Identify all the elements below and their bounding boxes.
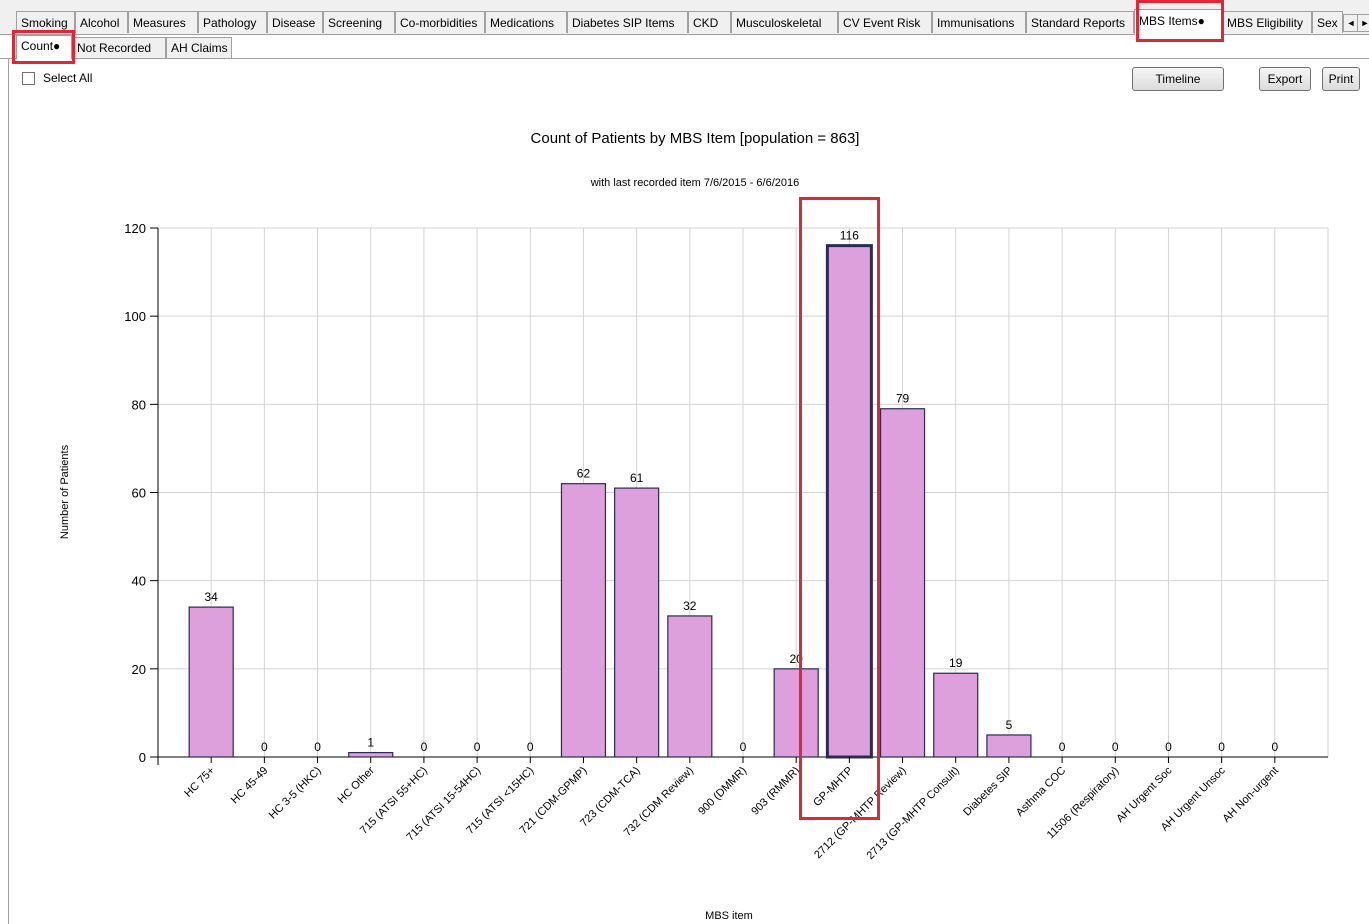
y-tick-label: 120 <box>124 221 146 236</box>
subtab-ah-claims[interactable]: AH Claims <box>166 37 232 58</box>
subtab-count[interactable]: Count● <box>16 35 72 59</box>
bar-value-label: 0 <box>261 740 268 754</box>
x-axis-label: MBS item <box>705 910 753 922</box>
x-tick-label: 2713 (GP-MHTP Consult) <box>864 765 961 862</box>
bar-value-label: 0 <box>421 740 428 754</box>
bar-value-label: 20 <box>790 652 804 666</box>
y-tick-label: 100 <box>124 309 146 324</box>
bar <box>188 606 234 758</box>
tab-medications[interactable]: Medications <box>485 11 567 33</box>
chart-title: Count of Patients by MBS Item [populatio… <box>531 130 860 147</box>
y-tick-label: 60 <box>132 486 146 501</box>
timeline-button[interactable]: Timeline <box>1132 67 1224 91</box>
x-tick-label: AH Non-urgent <box>1221 765 1281 825</box>
tab-cv-event-risk[interactable]: CV Event Risk <box>838 11 932 33</box>
tab-mbs-items[interactable]: MBS Items● <box>1134 9 1222 35</box>
tab-screening[interactable]: Screening <box>323 11 395 33</box>
bar <box>825 244 873 759</box>
x-tick-label: HC 75+ <box>182 765 217 800</box>
tab-smoking[interactable]: Smoking <box>16 11 75 33</box>
tab-alcohol[interactable]: Alcohol <box>75 11 128 33</box>
tab-diabetes-sip-items[interactable]: Diabetes SIP Items <box>567 11 688 33</box>
x-tick-label: 900 (DMMR) <box>696 765 749 818</box>
bar-value-label: 0 <box>527 740 534 754</box>
select-all-checkbox[interactable] <box>22 72 35 85</box>
x-tick-label: GP-MHTP <box>811 765 855 809</box>
bar-value-label: 0 <box>1059 740 1066 754</box>
bar-value-label: 61 <box>630 471 644 485</box>
export-button[interactable]: Export <box>1259 67 1311 91</box>
y-tick-label: 0 <box>139 750 146 765</box>
bar <box>933 672 979 758</box>
y-tick-label: 20 <box>132 662 146 677</box>
bar <box>614 487 660 758</box>
tab-immunisations[interactable]: Immunisations <box>932 11 1026 33</box>
x-tick-label: HC 45-49 <box>229 765 271 807</box>
tab-standard-reports[interactable]: Standard Reports <box>1026 11 1134 33</box>
bar-value-label: 0 <box>1218 740 1225 754</box>
x-tick-label: 903 (RMMR) <box>749 765 802 818</box>
bar-value-label: 62 <box>577 467 591 481</box>
panel-left-border <box>8 58 9 924</box>
bar-value-label: 0 <box>314 740 321 754</box>
tab-mbs-eligibility[interactable]: MBS Eligibility <box>1222 11 1312 33</box>
chart-subtitle: with last recorded item 7/6/2015 - 6/6/2… <box>590 177 800 189</box>
tab-ckd[interactable]: CKD <box>688 11 731 33</box>
tab-pathology[interactable]: Pathology <box>198 11 267 33</box>
select-all-label: Select All <box>43 71 93 85</box>
x-tick-label: HC Other <box>336 764 378 806</box>
tab-sex[interactable]: Sex <box>1312 11 1343 33</box>
bar-value-label: 0 <box>1112 740 1119 754</box>
bar <box>348 751 394 758</box>
tab-scroll-right-button[interactable]: ► <box>1357 14 1369 32</box>
bar-value-label: 32 <box>683 599 697 613</box>
bar <box>986 734 1032 758</box>
x-tick-label: HC 3-5 (HKC) <box>267 765 324 822</box>
bar-value-label: 79 <box>896 392 910 406</box>
y-tick-label: 80 <box>132 397 146 412</box>
bar-value-label: 0 <box>740 740 747 754</box>
bar-value-label: 34 <box>205 590 219 604</box>
bar-value-label: 5 <box>1006 718 1013 732</box>
bar <box>773 668 819 758</box>
tab-musculoskeletal[interactable]: Musculoskeletal <box>731 11 838 33</box>
tab-disease[interactable]: Disease <box>267 11 323 33</box>
x-tick-label: AH Urgent Soc <box>1114 764 1175 825</box>
bar-value-label: 1 <box>367 736 374 750</box>
y-axis-label: Number of Patients <box>59 444 71 539</box>
main-tab-strip: Smoking Alcohol Measures Pathology Disease Sc… <box>0 0 1369 35</box>
tab-co-morbidities[interactable]: Co-morbidities <box>395 11 485 33</box>
bar <box>667 615 713 758</box>
bar <box>879 408 926 758</box>
print-button[interactable]: Print <box>1322 67 1360 91</box>
tab-measures[interactable]: Measures <box>128 11 198 33</box>
bar-value-label: 116 <box>840 229 859 243</box>
x-tick-label: Asthma COC <box>1014 765 1068 819</box>
x-tick-label: 2712 (GP-MHTP Review) <box>812 765 909 862</box>
sub-tab-strip: Count● Not Recorded AH Claims <box>0 34 1369 59</box>
y-tick-label: 40 <box>132 574 146 589</box>
bar-value-label: 19 <box>949 656 963 670</box>
x-tick-label: Diabetes SIP <box>961 765 1015 819</box>
bar <box>560 483 607 758</box>
bar-value-label: 0 <box>1271 740 1278 754</box>
bar-value-label: 0 <box>1165 740 1172 754</box>
bar-value-label: 0 <box>474 740 481 754</box>
subtab-not-recorded[interactable]: Not Recorded <box>72 37 166 58</box>
